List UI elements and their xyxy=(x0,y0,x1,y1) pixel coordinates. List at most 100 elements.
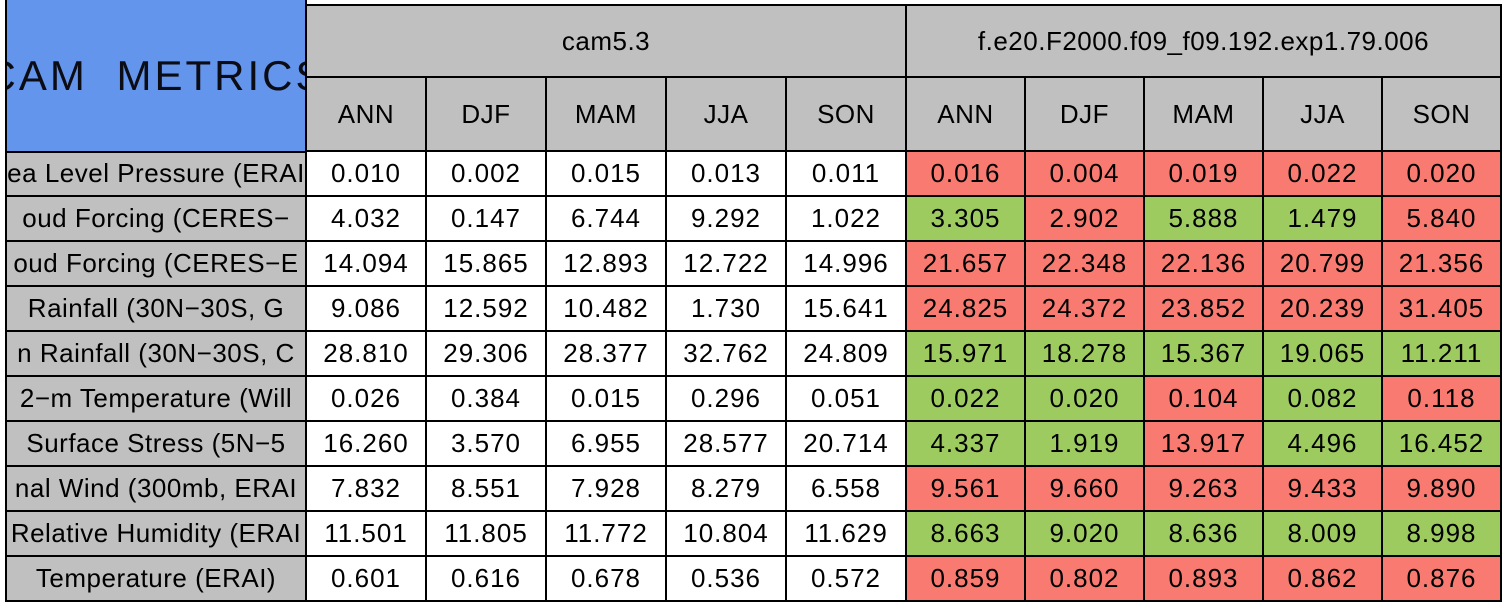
value-cell: 24.825 xyxy=(905,285,1026,332)
value-cell: 5.840 xyxy=(1381,195,1502,242)
value-cell: 14.996 xyxy=(785,240,907,287)
table-title-box: CAM METRICS xyxy=(5,0,307,153)
value-cell: 11.211 xyxy=(1381,330,1502,377)
season-header-son: SON xyxy=(1381,76,1502,152)
table-row: oud Forcing (CERES− 4.032 0.147 6.744 9.… xyxy=(5,195,1502,242)
value-cell: 0.147 xyxy=(425,195,547,242)
value-cell: 0.022 xyxy=(905,375,1026,422)
value-cell: 15.367 xyxy=(1143,330,1264,377)
value-cell: 23.852 xyxy=(1143,285,1264,332)
season-header-son: SON xyxy=(785,76,907,152)
value-cell: 8.009 xyxy=(1262,510,1383,557)
value-cell: 0.015 xyxy=(545,150,667,197)
value-cell: 0.384 xyxy=(425,375,547,422)
table-row: Rainfall (30N−30S, G 9.086 12.592 10.482… xyxy=(5,285,1502,332)
column-group-header-experiment: f.e20.F2000.f09_f09.192.exp1.79.006 xyxy=(905,4,1502,78)
value-cell: 0.802 xyxy=(1024,555,1145,602)
table-row: oud Forcing (CERES−E 14.094 15.865 12.89… xyxy=(5,240,1502,287)
value-cell: 12.592 xyxy=(425,285,547,332)
value-cell: 0.893 xyxy=(1143,555,1264,602)
value-cell: 19.065 xyxy=(1262,330,1383,377)
value-cell: 0.011 xyxy=(785,150,907,197)
value-cell: 9.020 xyxy=(1024,510,1145,557)
value-cell: 31.405 xyxy=(1381,285,1502,332)
value-cell: 29.306 xyxy=(425,330,547,377)
season-header-ann: ANN xyxy=(305,76,427,152)
row-label: oud Forcing (CERES−E xyxy=(5,240,307,287)
row-label: oud Forcing (CERES− xyxy=(5,195,307,242)
value-cell: 0.536 xyxy=(665,555,787,602)
value-cell: 13.917 xyxy=(1143,420,1264,467)
value-cell: 4.496 xyxy=(1262,420,1383,467)
season-header-djf: DJF xyxy=(1024,76,1145,152)
row-label: nal Wind (300mb, ERAI xyxy=(5,465,307,512)
value-cell: 0.004 xyxy=(1024,150,1145,197)
value-cell: 22.348 xyxy=(1024,240,1145,287)
value-cell: 0.051 xyxy=(785,375,907,422)
value-cell: 28.377 xyxy=(545,330,667,377)
value-cell: 1.022 xyxy=(785,195,907,242)
table-title: CAM METRICS xyxy=(7,51,307,99)
value-cell: 0.016 xyxy=(905,150,1026,197)
table-row: Relative Humidity (ERAI 11.501 11.805 11… xyxy=(5,510,1502,557)
season-header-jja: JJA xyxy=(665,76,787,152)
value-cell: 12.893 xyxy=(545,240,667,287)
value-cell: 2.902 xyxy=(1024,195,1145,242)
value-cell: 10.482 xyxy=(545,285,667,332)
value-cell: 6.558 xyxy=(785,465,907,512)
value-cell: 0.026 xyxy=(305,375,427,422)
value-cell: 1.919 xyxy=(1024,420,1145,467)
value-cell: 21.356 xyxy=(1381,240,1502,287)
value-cell: 24.372 xyxy=(1024,285,1145,332)
value-cell: 0.572 xyxy=(785,555,907,602)
value-cell: 20.714 xyxy=(785,420,907,467)
table-row: Surface Stress (5N−5 16.260 3.570 6.955 … xyxy=(5,420,1502,467)
value-cell: 16.452 xyxy=(1381,420,1502,467)
value-cell: 0.678 xyxy=(545,555,667,602)
value-cell: 0.010 xyxy=(305,150,427,197)
value-cell: 0.601 xyxy=(305,555,427,602)
value-cell: 32.762 xyxy=(665,330,787,377)
value-cell: 11.501 xyxy=(305,510,427,557)
value-cell: 0.859 xyxy=(905,555,1026,602)
value-cell: 9.561 xyxy=(905,465,1026,512)
table-row: 2−m Temperature (Will 0.026 0.384 0.015 … xyxy=(5,375,1502,422)
value-cell: 0.616 xyxy=(425,555,547,602)
value-cell: 0.019 xyxy=(1143,150,1264,197)
value-cell: 0.013 xyxy=(665,150,787,197)
value-cell: 8.663 xyxy=(905,510,1026,557)
row-label: Rainfall (30N−30S, G xyxy=(5,285,307,332)
value-cell: 6.744 xyxy=(545,195,667,242)
value-cell: 11.629 xyxy=(785,510,907,557)
value-cell: 18.278 xyxy=(1024,330,1145,377)
value-cell: 0.082 xyxy=(1262,375,1383,422)
value-cell: 9.263 xyxy=(1143,465,1264,512)
value-cell: 5.888 xyxy=(1143,195,1264,242)
value-cell: 20.239 xyxy=(1262,285,1383,332)
value-cell: 4.032 xyxy=(305,195,427,242)
value-cell: 28.810 xyxy=(305,330,427,377)
value-cell: 14.094 xyxy=(305,240,427,287)
season-header-djf: DJF xyxy=(425,76,547,152)
season-header-mam: MAM xyxy=(545,76,667,152)
row-label: Surface Stress (5N−5 xyxy=(5,420,307,467)
value-cell: 7.832 xyxy=(305,465,427,512)
value-cell: 1.479 xyxy=(1262,195,1383,242)
value-cell: 0.118 xyxy=(1381,375,1502,422)
value-cell: 0.862 xyxy=(1262,555,1383,602)
value-cell: 20.799 xyxy=(1262,240,1383,287)
row-label: 2−m Temperature (Will xyxy=(5,375,307,422)
value-cell: 9.086 xyxy=(305,285,427,332)
season-header-row: ANN DJF MAM JJA SON ANN DJF MAM JJA SON xyxy=(6,76,1502,152)
season-header-jja: JJA xyxy=(1262,76,1383,152)
value-cell: 8.279 xyxy=(665,465,787,512)
value-cell: 6.955 xyxy=(545,420,667,467)
value-cell: 0.104 xyxy=(1143,375,1264,422)
value-cell: 9.660 xyxy=(1024,465,1145,512)
season-header-mam: MAM xyxy=(1143,76,1264,152)
row-label: n Rainfall (30N−30S, C xyxy=(5,330,307,377)
value-cell: 22.136 xyxy=(1143,240,1264,287)
value-cell: 8.551 xyxy=(425,465,547,512)
season-header-ann: ANN xyxy=(905,76,1026,152)
value-cell: 9.292 xyxy=(665,195,787,242)
